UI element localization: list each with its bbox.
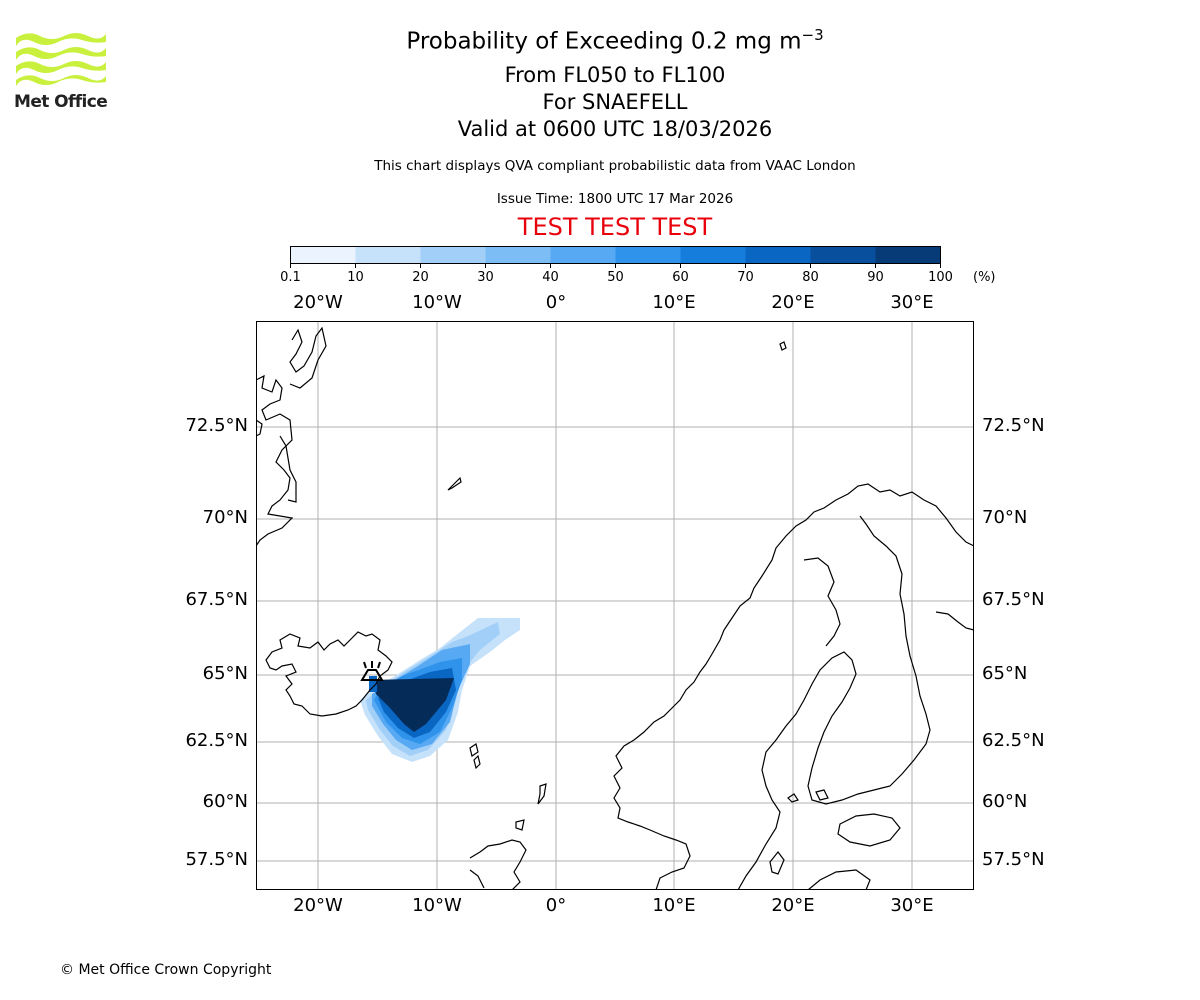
lon-label-top: 10°E [652, 292, 696, 313]
lon-label-bottom: 30°E [890, 895, 934, 916]
colorbar-tick-label: 80 [802, 270, 819, 285]
met-office-waves-icon [16, 33, 106, 86]
lon-label-top: 0° [545, 292, 567, 313]
colorbar-cell [290, 246, 356, 264]
lat-label-right: 57.5°N [982, 849, 1045, 870]
colorbar-tick-label: 30 [477, 270, 494, 285]
colorbar-tick-label: 20 [412, 270, 429, 285]
title-text: Probability of Exceeding 0.2 mg m [406, 28, 802, 55]
colorbar-cell [745, 246, 811, 264]
met-office-logo: Met Office [14, 30, 109, 115]
map-frame [256, 321, 974, 890]
lat-label-left: 70°N [202, 507, 248, 528]
issue-time: Issue Time: 1800 UTC 17 Mar 2026 [496, 191, 734, 207]
colorbar-cell [875, 246, 941, 264]
colorbar-cell [355, 246, 421, 264]
lat-label-left: 60°N [202, 791, 248, 812]
lon-label-top: 20°W [293, 292, 343, 313]
colorbar-cell [550, 246, 616, 264]
lat-label-left: 57.5°N [185, 849, 248, 870]
gridlines [256, 321, 974, 890]
colorbar-tick-label: 0.1 [280, 270, 301, 285]
colorbar-cell [420, 246, 486, 264]
lon-label-bottom: 0° [545, 895, 567, 916]
lon-label-bottom: 10°E [652, 895, 696, 916]
title-exponent: −3 [801, 26, 824, 44]
lat-label-left: 67.5°N [185, 589, 248, 610]
colorbar-tick-label: 60 [672, 270, 689, 285]
valid-time: Valid at 0600 UTC 18/03/2026 [457, 117, 773, 141]
lon-label-top: 10°W [412, 292, 462, 313]
colorbar-tick-label: 90 [867, 270, 884, 285]
test-banner: TEST TEST TEST [517, 213, 713, 241]
lat-label-right: 65°N [982, 663, 1028, 684]
colorbar-tick-label: 10 [347, 270, 364, 285]
colorbar-cell [680, 246, 746, 264]
lon-label-bottom: 20°E [771, 895, 815, 916]
flight-levels: From FL050 to FL100 [504, 63, 726, 87]
chart-title: Probability of Exceeding 0.2 mg m−3 [0, 26, 1200, 55]
lat-label-right: 60°N [982, 791, 1028, 812]
colorbar-tick-label: 50 [607, 270, 624, 285]
colorbar-tick-label: 40 [542, 270, 559, 285]
volcano-icon [360, 661, 384, 681]
colorbar-cell [615, 246, 681, 264]
lat-label-left: 65°N [202, 663, 248, 684]
logo-text: Met Office [14, 92, 108, 112]
colorbar [290, 246, 941, 268]
colorbar-cell [810, 246, 876, 264]
copyright: © Met Office Crown Copyright [60, 962, 272, 978]
colorbar-tick-label: 70 [737, 270, 754, 285]
lat-label-right: 62.5°N [982, 730, 1045, 751]
lat-label-left: 62.5°N [185, 730, 248, 751]
coastlines [256, 326, 974, 890]
ash-plume [360, 618, 520, 762]
lon-label-bottom: 20°W [293, 895, 343, 916]
colorbar-tick-label: 100 [928, 270, 953, 285]
lon-label-bottom: 10°W [412, 895, 462, 916]
lat-label-right: 72.5°N [982, 415, 1045, 436]
colorbar-unit: (%) [973, 270, 996, 285]
lat-label-right: 70°N [982, 507, 1028, 528]
lon-label-top: 20°E [771, 292, 815, 313]
lat-label-right: 67.5°N [982, 589, 1045, 610]
lon-label-top: 30°E [890, 292, 934, 313]
volcano-name: For SNAEFELL [542, 90, 688, 114]
compliance-note: This chart displays QVA compliant probab… [374, 158, 856, 174]
lat-label-left: 72.5°N [185, 415, 248, 436]
colorbar-cell [485, 246, 551, 264]
